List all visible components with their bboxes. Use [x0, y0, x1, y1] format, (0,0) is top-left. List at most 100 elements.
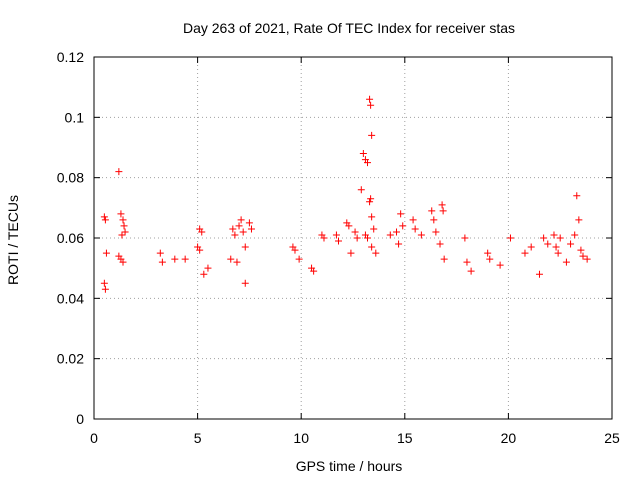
data-point [436, 240, 444, 248]
data-point [158, 258, 166, 266]
data-point [247, 225, 255, 233]
data-point [556, 234, 564, 242]
y-tick-label: 0.1 [65, 109, 85, 125]
data-point [241, 243, 249, 251]
data-point [571, 231, 579, 239]
data-point [409, 216, 417, 224]
data-point [386, 231, 394, 239]
data-point [467, 267, 475, 275]
data-point [118, 231, 126, 239]
grid-lines [94, 57, 612, 419]
data-point [310, 267, 318, 275]
data-point [100, 279, 108, 287]
data-point [521, 249, 529, 257]
x-axis-label: GPS time / hours [296, 458, 403, 474]
data-point [432, 228, 440, 236]
data-point [368, 213, 376, 221]
data-point [554, 249, 562, 257]
x-tick-label: 15 [397, 430, 413, 446]
data-point [540, 234, 548, 242]
data-point [567, 240, 575, 248]
data-point [359, 150, 367, 158]
data-point [577, 246, 585, 254]
data-point [366, 198, 374, 206]
x-tick-label: 0 [90, 430, 98, 446]
data-point [295, 255, 303, 263]
data-point [552, 243, 560, 251]
data-point [372, 249, 380, 257]
data-point [204, 264, 212, 272]
data-point [463, 258, 471, 266]
data-point [573, 192, 581, 200]
data-point [239, 228, 247, 236]
data-point [550, 231, 558, 239]
data-point [237, 216, 245, 224]
data-point [364, 159, 372, 167]
data-point [171, 255, 179, 263]
data-point [156, 249, 164, 257]
x-tick-label: 5 [194, 430, 202, 446]
data-point [334, 237, 342, 245]
data-point [235, 222, 243, 230]
data-point [411, 225, 419, 233]
data-point [583, 255, 591, 263]
data-point [417, 231, 425, 239]
data-point [347, 249, 355, 257]
data-point [579, 252, 587, 260]
data-point [121, 228, 129, 236]
data-point [430, 216, 438, 224]
tick-labels: 0 5 10 15 20 25 0 0.02 0.04 0.06 0.08 0.1 0.12 [57, 49, 620, 446]
data-point [357, 186, 365, 194]
data-point [200, 270, 208, 278]
x-tick-label: 10 [293, 430, 309, 446]
data-point [119, 216, 127, 224]
data-point [345, 222, 353, 230]
data-point [245, 219, 253, 227]
data-point [119, 258, 127, 266]
data-point [181, 255, 189, 263]
data-point [291, 246, 299, 254]
data-point [461, 234, 469, 242]
data-point [229, 225, 237, 233]
data-point [198, 228, 206, 236]
data-point [241, 279, 249, 287]
data-point [440, 255, 448, 263]
data-point [535, 270, 543, 278]
data-point [562, 258, 570, 266]
data-point [397, 210, 405, 218]
data-point [367, 195, 375, 203]
x-tick-label: 20 [501, 430, 517, 446]
data-point [196, 246, 204, 254]
data-point [120, 222, 128, 230]
data-point [496, 261, 504, 269]
data-point [368, 243, 376, 251]
data-point [231, 231, 239, 239]
data-point [368, 131, 376, 139]
y-axis-label: ROTI / TECUs [5, 195, 21, 285]
chart-title: Day 263 of 2021, Rate Of TEC Index for r… [183, 20, 515, 36]
data-point [486, 255, 494, 263]
data-points [100, 95, 591, 293]
data-point [351, 228, 359, 236]
y-tick-label: 0.02 [57, 351, 84, 367]
data-point [102, 249, 110, 257]
x-tick-label: 25 [604, 430, 620, 446]
axis-ticks [93, 56, 613, 420]
data-point [399, 222, 407, 230]
data-point [575, 216, 583, 224]
data-point [364, 234, 372, 242]
y-tick-label: 0.08 [57, 170, 84, 186]
data-point [101, 216, 109, 224]
y-tick-label: 0 [76, 411, 84, 427]
data-point [117, 210, 125, 218]
data-point [438, 201, 446, 209]
data-point [527, 243, 535, 251]
data-point [100, 213, 108, 221]
data-point [395, 240, 403, 248]
data-point [393, 228, 401, 236]
y-tick-label: 0.04 [57, 290, 84, 306]
data-point [366, 95, 374, 103]
data-point [367, 101, 375, 109]
data-point [484, 249, 492, 257]
